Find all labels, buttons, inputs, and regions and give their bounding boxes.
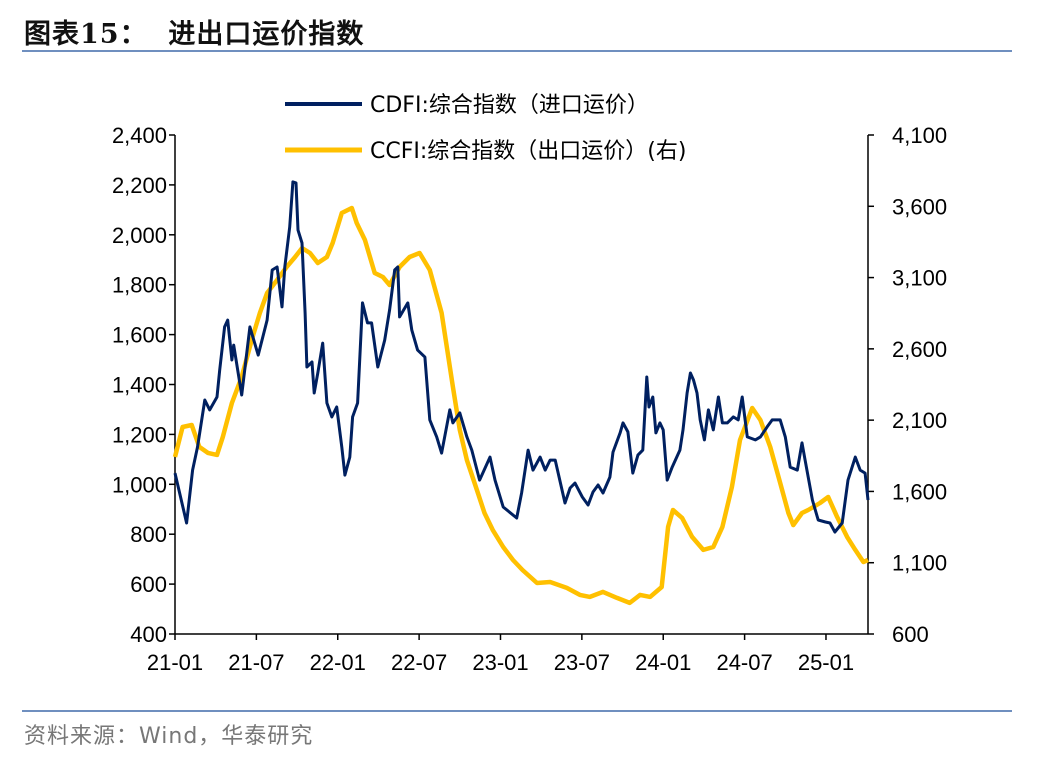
left-y-tick-label: 600	[130, 572, 167, 597]
title-divider	[22, 50, 1012, 52]
right-y-tick-label: 4,100	[892, 123, 947, 148]
series-lines	[172, 180, 870, 606]
right-y-tick-label: 1,600	[892, 479, 947, 504]
ccfi-series-line	[172, 205, 869, 606]
right-y-tick-label: 3,100	[892, 266, 947, 291]
right-y-tick-label: 2,600	[892, 337, 947, 362]
x-tick-label: 23-01	[472, 650, 528, 675]
left-y-tick-label: 1,000	[112, 472, 167, 497]
left-y-tick-label: 1,400	[112, 373, 167, 398]
left-y-tick-label: 2,200	[112, 173, 167, 198]
source-note: 资料来源：Wind，华泰研究	[24, 724, 314, 749]
x-tick-label: 22-01	[310, 650, 366, 675]
cdfi-series-line	[173, 180, 870, 534]
left-y-tick-label: 2,400	[112, 123, 167, 148]
legend-label-cdfi: CDFI:综合指数（进口运价）	[370, 93, 649, 118]
right-y-tick-label: 1,100	[892, 551, 947, 576]
source-divider	[22, 710, 1012, 712]
x-tick-label: 23-07	[554, 650, 610, 675]
left-y-tick-label: 800	[130, 522, 167, 547]
x-tick-label: 22-07	[391, 650, 447, 675]
left-y-tick-label: 1,200	[112, 422, 167, 447]
x-tick-label: 24-07	[716, 650, 772, 675]
right-y-tick-label: 3,600	[892, 194, 947, 219]
left-y-tick-label: 2,000	[112, 223, 167, 248]
x-tick-label: 25-01	[798, 650, 854, 675]
chart-title: 图表15： 进出口运价指数	[24, 19, 365, 50]
legend: CDFI:综合指数（进口运价） CCFI:综合指数（出口运价）(右)	[285, 93, 686, 164]
legend-label-ccfi: CCFI:综合指数（出口运价）(右)	[370, 139, 686, 164]
x-tick-label: 21-07	[228, 650, 284, 675]
right-y-tick-label: 2,100	[892, 408, 947, 433]
right-y-tick-label: 600	[892, 622, 929, 647]
x-tick-label: 24-01	[635, 650, 691, 675]
left-y-tick-label: 1,600	[112, 323, 167, 348]
x-tick-label: 21-01	[147, 650, 203, 675]
left-y-tick-label: 1,800	[112, 273, 167, 298]
left-y-tick-label: 400	[130, 622, 167, 647]
axes: 400 600 800 1,000 1,200 1,400 1,600 1,800 2,000 2…	[112, 123, 947, 675]
